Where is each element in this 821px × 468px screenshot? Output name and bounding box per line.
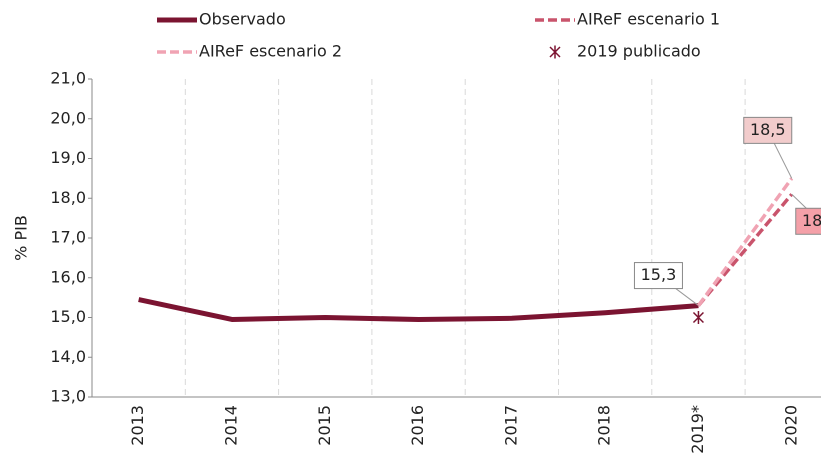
- x-tick-label: 2018: [595, 405, 614, 446]
- legend-label: 2019 publicado: [577, 42, 701, 61]
- x-tick-label: 2019*: [688, 405, 707, 454]
- x-tick-label: 2013: [128, 405, 147, 446]
- line: [697, 193, 794, 307]
- y-tick-label: 14,0: [50, 347, 86, 366]
- line: [697, 177, 794, 307]
- y-tick-label: 19,0: [50, 148, 86, 167]
- y-tick-label: 15,0: [50, 307, 86, 326]
- label-box: [633, 262, 683, 290]
- data-label: 18,5: [750, 120, 786, 139]
- y-tick-label: 16,0: [50, 267, 86, 286]
- legend-label: AIReF escenario 1: [577, 10, 720, 29]
- y-axis-label: % PIB: [12, 215, 31, 261]
- y-tick-label: 20,0: [50, 108, 86, 127]
- legend-label: AIReF escenario 2: [199, 42, 342, 61]
- x-tick-label: 2017: [501, 405, 520, 446]
- legend-label: Observado: [199, 10, 286, 29]
- y-tick-label: 17,0: [50, 228, 86, 247]
- x-tick-label: 2020: [781, 405, 800, 446]
- x-tick-label: 2015: [315, 405, 334, 446]
- y-tick-label: 18,0: [50, 188, 86, 207]
- line: [138, 297, 699, 322]
- data-label: 18,1: [802, 211, 821, 230]
- y-tick-label: 13,0: [50, 387, 86, 406]
- label-box: [795, 207, 821, 235]
- marker: [692, 311, 704, 324]
- data-label: 15,3: [641, 265, 677, 284]
- label-box: [743, 116, 793, 144]
- legend-marker: [549, 45, 561, 59]
- x-tick-label: 2014: [221, 405, 240, 446]
- x-tick-label: 2016: [408, 405, 427, 446]
- y-tick-label: 21,0: [50, 69, 86, 88]
